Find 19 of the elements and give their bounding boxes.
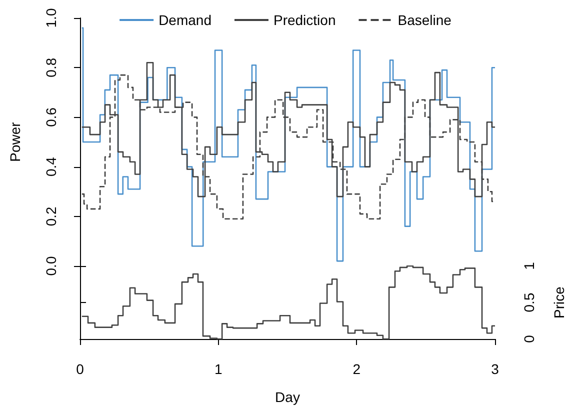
y2-tick-label: 1 — [521, 262, 537, 270]
x-tick-label: 0 — [76, 361, 84, 377]
y-tick-label: 1.0 — [43, 8, 59, 28]
y2-axis-title: Price — [551, 286, 567, 318]
x-tick-label: 1 — [214, 361, 222, 377]
y2-tick-label: 0.5 — [521, 292, 537, 312]
x-tick-label: 2 — [352, 361, 361, 377]
legend-label: Demand — [158, 12, 212, 28]
y-tick-label: 0.0 — [43, 256, 59, 276]
x-axis-title: Day — [275, 389, 300, 405]
y-tick-label: 0.2 — [43, 206, 59, 226]
y-axis-title: Power — [7, 122, 23, 162]
y-tick-label: 0.4 — [43, 156, 59, 177]
legend-label: Baseline — [398, 12, 452, 28]
y-tick-label: 0.6 — [43, 107, 59, 127]
x-tick-label: 3 — [491, 361, 500, 377]
legend-label: Prediction — [273, 12, 336, 28]
y-tick-label: 0.8 — [43, 58, 59, 78]
y2-tick-label: 0 — [521, 334, 537, 343]
